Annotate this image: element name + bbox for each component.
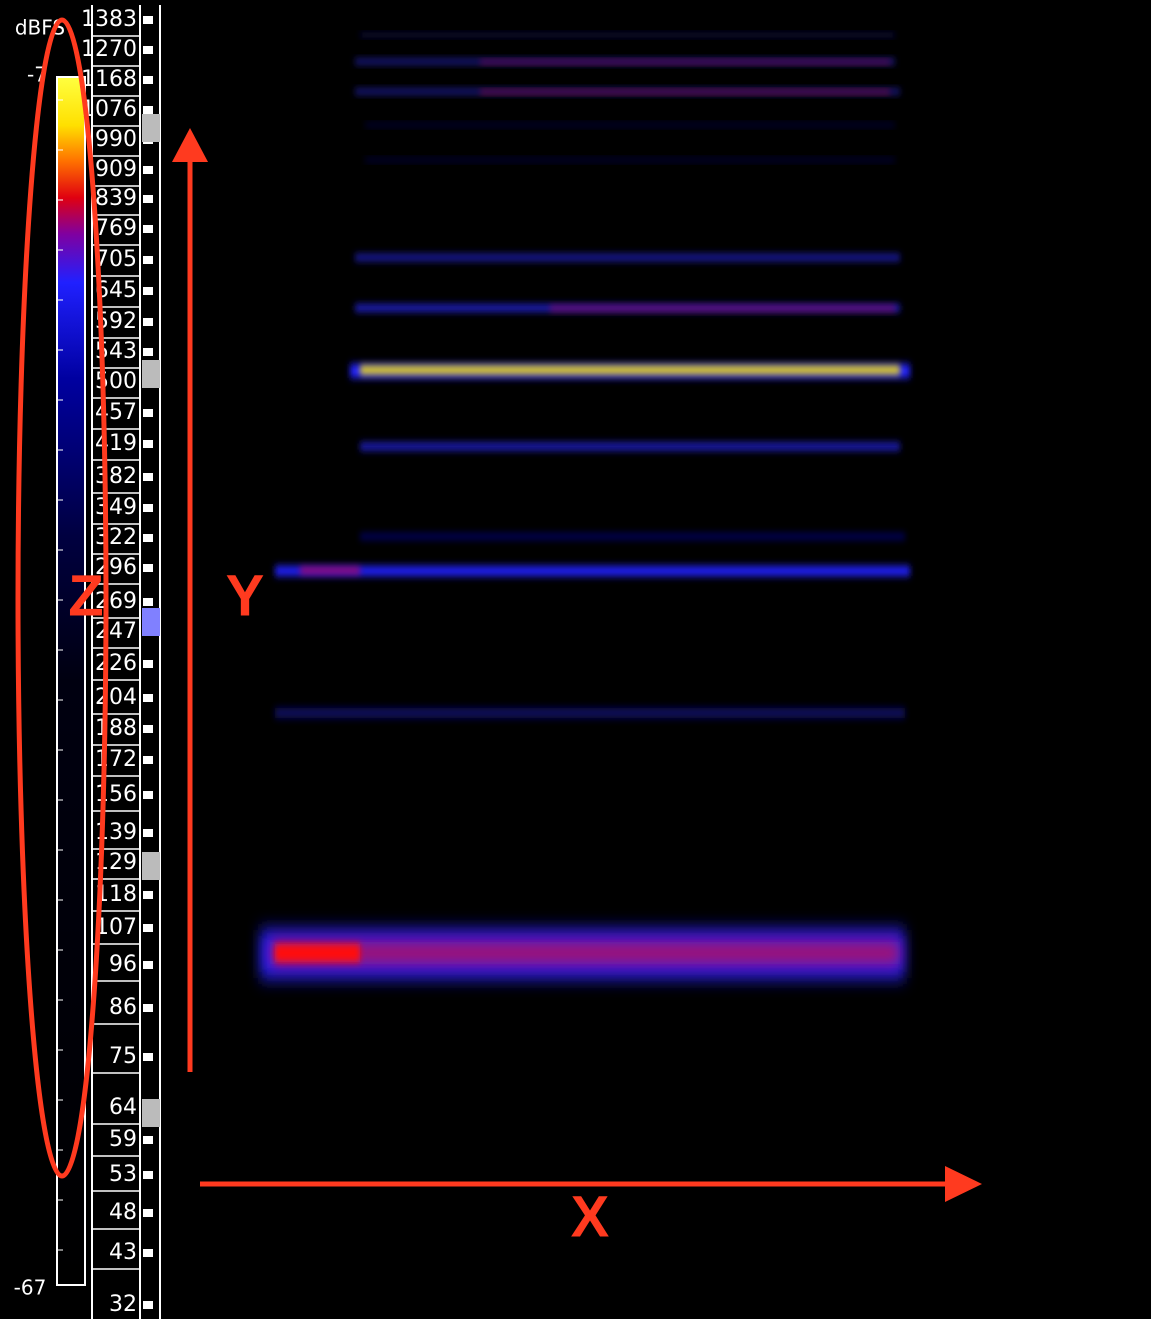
key-tick [143,348,153,356]
frequency-label: 269 [95,589,137,614]
frequency-label: 1383 [81,7,137,32]
frequency-label: 64 [109,1095,137,1120]
key-tick [143,16,153,24]
key-tick [143,564,153,572]
frequency-label: 382 [95,464,137,489]
frequency-label: 172 [95,747,137,772]
frequency-label: 247 [95,619,137,644]
x-label: X [571,1184,610,1249]
key-highlight [142,360,160,388]
key-tick [143,76,153,84]
frequency-label: 839 [95,186,137,211]
key-tick [143,504,153,512]
key-tick [143,256,153,264]
key-highlight [142,1099,160,1127]
frequency-label: 1168 [81,67,137,92]
color-bar [56,76,86,1286]
frequency-label: 43 [109,1240,137,1265]
key-tick [143,534,153,542]
frequency-label: 188 [95,716,137,741]
frequency-label: 48 [109,1200,137,1225]
key-highlight [142,608,160,636]
key-tick [143,1053,153,1061]
frequency-label: 296 [95,555,137,580]
key-tick [143,1209,153,1217]
key-highlight [142,114,160,142]
z-ellipse [15,17,109,1179]
key-tick [143,660,153,668]
key-tick [143,166,153,174]
key-tick [143,725,153,733]
key-tick [143,1301,153,1309]
frequency-label: 322 [95,525,137,550]
z-label: Z [68,563,103,628]
key-tick [143,287,153,295]
frequency-label: 1076 [81,97,137,122]
y-label: Y [226,563,265,628]
frequency-label: 909 [95,157,137,182]
key-tick [143,829,153,837]
key-tick [143,791,153,799]
frequency-label: 419 [95,431,137,456]
frequency-label: 705 [95,247,137,272]
key-tick [143,106,153,114]
frequency-label: 86 [109,995,137,1020]
key-tick [143,46,153,54]
key-tick [143,891,153,899]
key-tick [143,1136,153,1144]
scale-bottom-label: -67 [14,1276,47,1300]
frequency-label: 75 [109,1044,137,1069]
annotations: Z Y X [15,17,982,1249]
frequency-label: 107 [95,915,137,940]
frequency-label: 349 [95,495,137,520]
key-tick [143,1249,153,1257]
frequency-label: 32 [109,1292,137,1317]
frequency-label: 990 [95,127,137,152]
frequency-label: 53 [109,1162,137,1187]
key-tick [143,440,153,448]
key-tick [143,598,153,606]
key-tick [143,225,153,233]
key-tick [143,195,153,203]
key-tick [143,473,153,481]
key-tick [143,961,153,969]
frequency-label: 769 [95,216,137,241]
x-arrowhead [945,1166,982,1202]
key-tick [143,924,153,932]
frequency-label: 204 [95,685,137,710]
spectrogram [260,34,910,978]
frequency-label: 226 [95,651,137,676]
key-tick [143,694,153,702]
key-tick [143,409,153,417]
key-tick [143,1171,153,1179]
key-tick [143,318,153,326]
y-arrowhead [172,128,208,162]
key-tick [143,756,153,764]
frequency-label: 1270 [81,37,137,62]
key-tick [143,1004,153,1012]
frequency-label: 96 [109,952,137,977]
key-highlight [142,852,160,880]
frequency-label: 59 [109,1127,137,1152]
